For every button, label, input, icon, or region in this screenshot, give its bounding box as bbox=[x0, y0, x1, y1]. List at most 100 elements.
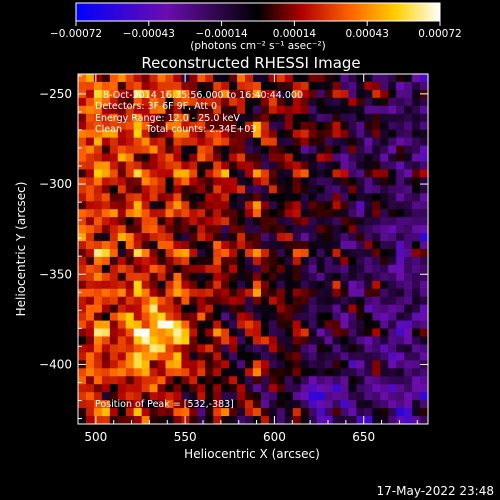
heatmap-cell bbox=[197, 121, 206, 131]
heatmap-cell bbox=[340, 129, 349, 139]
heatmap-cell bbox=[205, 360, 214, 369]
heatmap-cell bbox=[117, 392, 127, 401]
heatmap-cell bbox=[364, 376, 373, 385]
heatmap-cell bbox=[173, 209, 182, 218]
heatmap-cell bbox=[165, 344, 174, 353]
heatmap-cell bbox=[364, 113, 373, 123]
heatmap-cell bbox=[221, 209, 230, 218]
heatmap-cell bbox=[316, 105, 326, 115]
heatmap-cell bbox=[396, 233, 405, 242]
heatmap-cell bbox=[101, 288, 111, 298]
heatmap-cell bbox=[332, 241, 341, 250]
heatmap-cell bbox=[141, 249, 151, 258]
heatmap-cell bbox=[157, 169, 166, 178]
x-tick-label: 650 bbox=[352, 430, 375, 444]
heatmap-cell bbox=[372, 233, 381, 242]
heatmap-cell bbox=[292, 105, 302, 115]
heatmap-cell bbox=[165, 137, 174, 147]
heatmap-cell bbox=[332, 384, 341, 393]
heatmap-cell bbox=[316, 177, 326, 186]
heatmap-cell bbox=[420, 161, 428, 170]
heatmap-cell bbox=[205, 193, 214, 202]
heatmap-cell bbox=[404, 225, 413, 234]
heatmap-cell bbox=[260, 376, 270, 385]
heatmap-cell bbox=[133, 344, 143, 353]
heatmap-cell bbox=[149, 320, 159, 330]
heatmap-cell bbox=[388, 177, 397, 186]
heatmap-cell bbox=[332, 193, 341, 202]
heatmap-cell bbox=[412, 336, 421, 345]
heatmap-cell bbox=[181, 376, 190, 385]
heatmap-cell bbox=[149, 217, 159, 226]
heatmap-cell bbox=[372, 153, 381, 162]
heatmap-cell bbox=[420, 233, 428, 242]
heatmap-cell bbox=[221, 360, 230, 369]
heatmap-cell bbox=[420, 169, 428, 178]
heatmap-cell bbox=[245, 169, 254, 178]
heatmap-cell bbox=[93, 288, 103, 298]
heatmap-cell bbox=[181, 400, 190, 409]
heatmap-cell bbox=[229, 97, 238, 107]
heatmap-cell bbox=[404, 360, 413, 369]
heatmap-cell bbox=[292, 193, 302, 202]
heatmap-cell bbox=[117, 312, 127, 322]
heatmap-cell bbox=[173, 74, 182, 83]
heatmap-cell bbox=[93, 105, 103, 115]
heatmap-cell bbox=[356, 272, 365, 282]
heatmap-cell bbox=[253, 161, 262, 170]
heatmap-cell bbox=[372, 89, 381, 99]
heatmap-cell bbox=[268, 137, 278, 147]
heatmap-cell bbox=[380, 201, 389, 210]
heatmap-cell bbox=[173, 161, 182, 170]
heatmap-cell bbox=[292, 241, 302, 250]
heatmap-cell bbox=[348, 352, 357, 361]
heatmap-cell bbox=[213, 408, 222, 417]
heatmap-cell bbox=[276, 161, 286, 170]
heatmap-cell bbox=[388, 233, 397, 242]
heatmap-cell bbox=[165, 384, 174, 393]
heatmap-cell bbox=[412, 320, 421, 330]
heatmap-cell bbox=[117, 217, 127, 226]
heatmap-cell bbox=[380, 360, 389, 369]
heatmap-cell bbox=[117, 153, 127, 162]
heatmap-cell bbox=[141, 113, 151, 123]
heatmap-cell bbox=[268, 304, 278, 314]
heatmap-cell bbox=[364, 392, 373, 401]
heatmap-cell bbox=[245, 241, 254, 250]
heatmap-cell bbox=[85, 288, 95, 298]
heatmap-cell bbox=[189, 352, 198, 361]
heatmap-cell bbox=[260, 360, 270, 369]
heatmap-cell bbox=[356, 304, 365, 314]
heatmap-cell bbox=[237, 256, 246, 266]
heatmap-cell bbox=[412, 392, 421, 401]
heatmap-cell bbox=[308, 169, 318, 178]
heatmap-cell bbox=[316, 408, 326, 417]
heatmap-cell bbox=[181, 193, 190, 202]
heatmap-cell bbox=[268, 336, 278, 345]
heatmap-cell bbox=[173, 97, 182, 107]
heatmap-cell bbox=[78, 74, 87, 83]
heatmap-cell bbox=[245, 225, 254, 234]
heatmap-cell bbox=[213, 161, 222, 170]
heatmap-cell bbox=[332, 201, 341, 210]
heatmap-cell bbox=[292, 97, 302, 107]
heatmap-cell bbox=[316, 113, 326, 123]
heatmap-cell bbox=[268, 97, 278, 107]
heatmap-cell bbox=[308, 105, 318, 115]
heatmap-cell bbox=[78, 193, 87, 202]
heatmap-cell bbox=[253, 177, 262, 186]
heatmap-cell bbox=[229, 193, 238, 202]
heatmap-cell bbox=[412, 129, 421, 139]
x-tick-label: 500 bbox=[84, 430, 107, 444]
heatmap-cell bbox=[356, 74, 365, 83]
heatmap-cell bbox=[229, 121, 238, 131]
heatmap-cell bbox=[101, 296, 111, 306]
heatmap-cell bbox=[388, 264, 397, 274]
heatmap-cell bbox=[189, 129, 198, 139]
heatmap-cell bbox=[181, 336, 190, 345]
heatmap-cell bbox=[157, 113, 166, 123]
heatmap-cell bbox=[284, 241, 294, 250]
heatmap-cell bbox=[149, 145, 159, 155]
heatmap-cell bbox=[245, 320, 254, 330]
heatmap-cell bbox=[300, 105, 310, 115]
